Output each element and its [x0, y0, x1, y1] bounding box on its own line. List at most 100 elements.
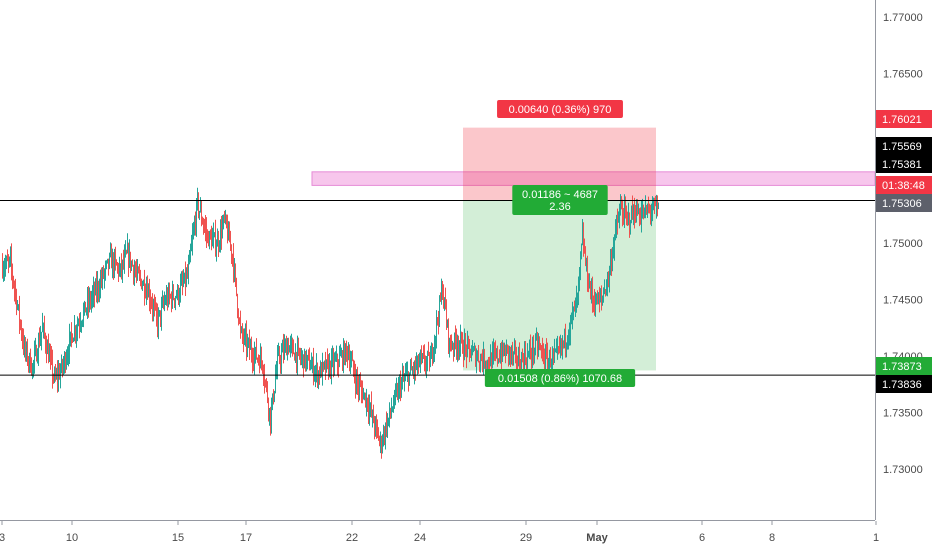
- candle-body: [112, 256, 113, 269]
- candle-body: [160, 310, 161, 320]
- candle-body: [274, 391, 275, 401]
- price-tag-text: 1.73873: [882, 361, 922, 373]
- candle-body: [478, 353, 479, 362]
- candle-body: [424, 355, 425, 365]
- price-tick-label: 1.73500: [883, 408, 923, 420]
- candle-body: [128, 246, 129, 265]
- candle-body: [311, 365, 312, 369]
- candle-body: [576, 299, 577, 301]
- candle-body: [77, 325, 78, 331]
- candle-body: [399, 381, 400, 386]
- horizontal-lines-layer[interactable]: [0, 199, 875, 376]
- candle-body: [166, 295, 167, 302]
- candle-body: [561, 342, 562, 347]
- long-position-tool[interactable]: [463, 127, 656, 371]
- candle-body: [140, 275, 141, 280]
- candle-body: [303, 354, 304, 369]
- candle-body: [172, 289, 173, 304]
- candle-body: [290, 343, 291, 347]
- stop-label-text: 0.01508 (0.86%) 1070.68: [498, 373, 622, 385]
- candle-body: [349, 355, 350, 366]
- candle-body: [472, 349, 473, 355]
- candle-body: [117, 265, 118, 267]
- candle-body: [217, 239, 218, 247]
- candle-body: [383, 431, 384, 443]
- candle-body: [47, 346, 48, 354]
- candle-body: [459, 344, 460, 350]
- candle-body: [491, 354, 492, 367]
- candle-body: [271, 406, 272, 426]
- candle-body: [607, 275, 608, 286]
- candle-body: [637, 206, 638, 215]
- candle-body: [430, 358, 431, 367]
- candle-body: [323, 362, 324, 364]
- candle-body: [345, 344, 346, 363]
- candle-body: [537, 338, 538, 349]
- candle-body: [403, 376, 404, 380]
- candle-body: [132, 262, 133, 266]
- candle-body: [544, 359, 545, 363]
- candle-body: [111, 251, 112, 269]
- candle-body: [51, 356, 52, 360]
- candle-body: [488, 360, 489, 365]
- candle-body: [439, 297, 440, 321]
- candle-body: [414, 362, 415, 373]
- candle-body: [521, 355, 522, 370]
- candle-body: [253, 360, 254, 363]
- candle-body: [28, 361, 29, 363]
- price-tag-text: 1.75569: [882, 141, 922, 153]
- candle-body: [481, 356, 482, 360]
- candle-body: [392, 409, 393, 411]
- candle-body: [232, 255, 233, 257]
- stop-label-box: [484, 369, 636, 387]
- candle-body: [289, 346, 290, 353]
- candle-body: [446, 309, 447, 324]
- candle-body: [484, 351, 485, 367]
- candle-body: [159, 310, 160, 314]
- candle-body: [394, 392, 395, 406]
- candle-body: [224, 216, 225, 218]
- candle-body: [536, 338, 537, 340]
- candle-body: [200, 208, 201, 212]
- candle-body: [284, 345, 285, 355]
- candle-body: [362, 390, 363, 400]
- candle-body: [135, 270, 136, 273]
- candle-body: [247, 341, 248, 349]
- candle-body: [420, 354, 421, 363]
- candle-body: [532, 343, 533, 358]
- candle-body: [133, 265, 134, 277]
- candle-body: [294, 353, 295, 361]
- candle-body: [174, 298, 175, 302]
- candle-body: [522, 355, 523, 359]
- candle-body: [131, 262, 132, 267]
- time-tick-label: 24: [414, 532, 426, 544]
- price-axis[interactable]: 1.770001.765001.750001.745001.740001.735…: [883, 12, 923, 476]
- time-axis[interactable]: 3 10 15 17 22 24 29 May 6 8 1: [0, 521, 879, 544]
- candle-body: [229, 228, 230, 243]
- candle-body: [369, 407, 370, 413]
- candle-body: [348, 355, 349, 357]
- candle-body: [622, 208, 623, 216]
- candle-body: [551, 364, 552, 367]
- candle-body: [322, 362, 323, 377]
- candle-body: [530, 347, 531, 355]
- candle-body: [57, 373, 58, 380]
- candle-body: [346, 344, 347, 349]
- candle-body: [78, 324, 79, 326]
- candle-body: [382, 442, 383, 448]
- candle-body: [198, 195, 199, 213]
- candle-body: [73, 338, 74, 342]
- candle-body: [245, 333, 246, 335]
- candle-body: [312, 359, 313, 366]
- candle-body: [121, 263, 122, 271]
- candle-body: [556, 347, 557, 351]
- candle-body: [447, 321, 448, 324]
- candle-body: [326, 359, 327, 372]
- candle-body: [436, 319, 437, 337]
- candle-body: [276, 369, 277, 378]
- candle-body: [216, 246, 217, 251]
- candle-body: [569, 331, 570, 338]
- candle-body: [207, 234, 208, 236]
- candle-body: [23, 340, 24, 349]
